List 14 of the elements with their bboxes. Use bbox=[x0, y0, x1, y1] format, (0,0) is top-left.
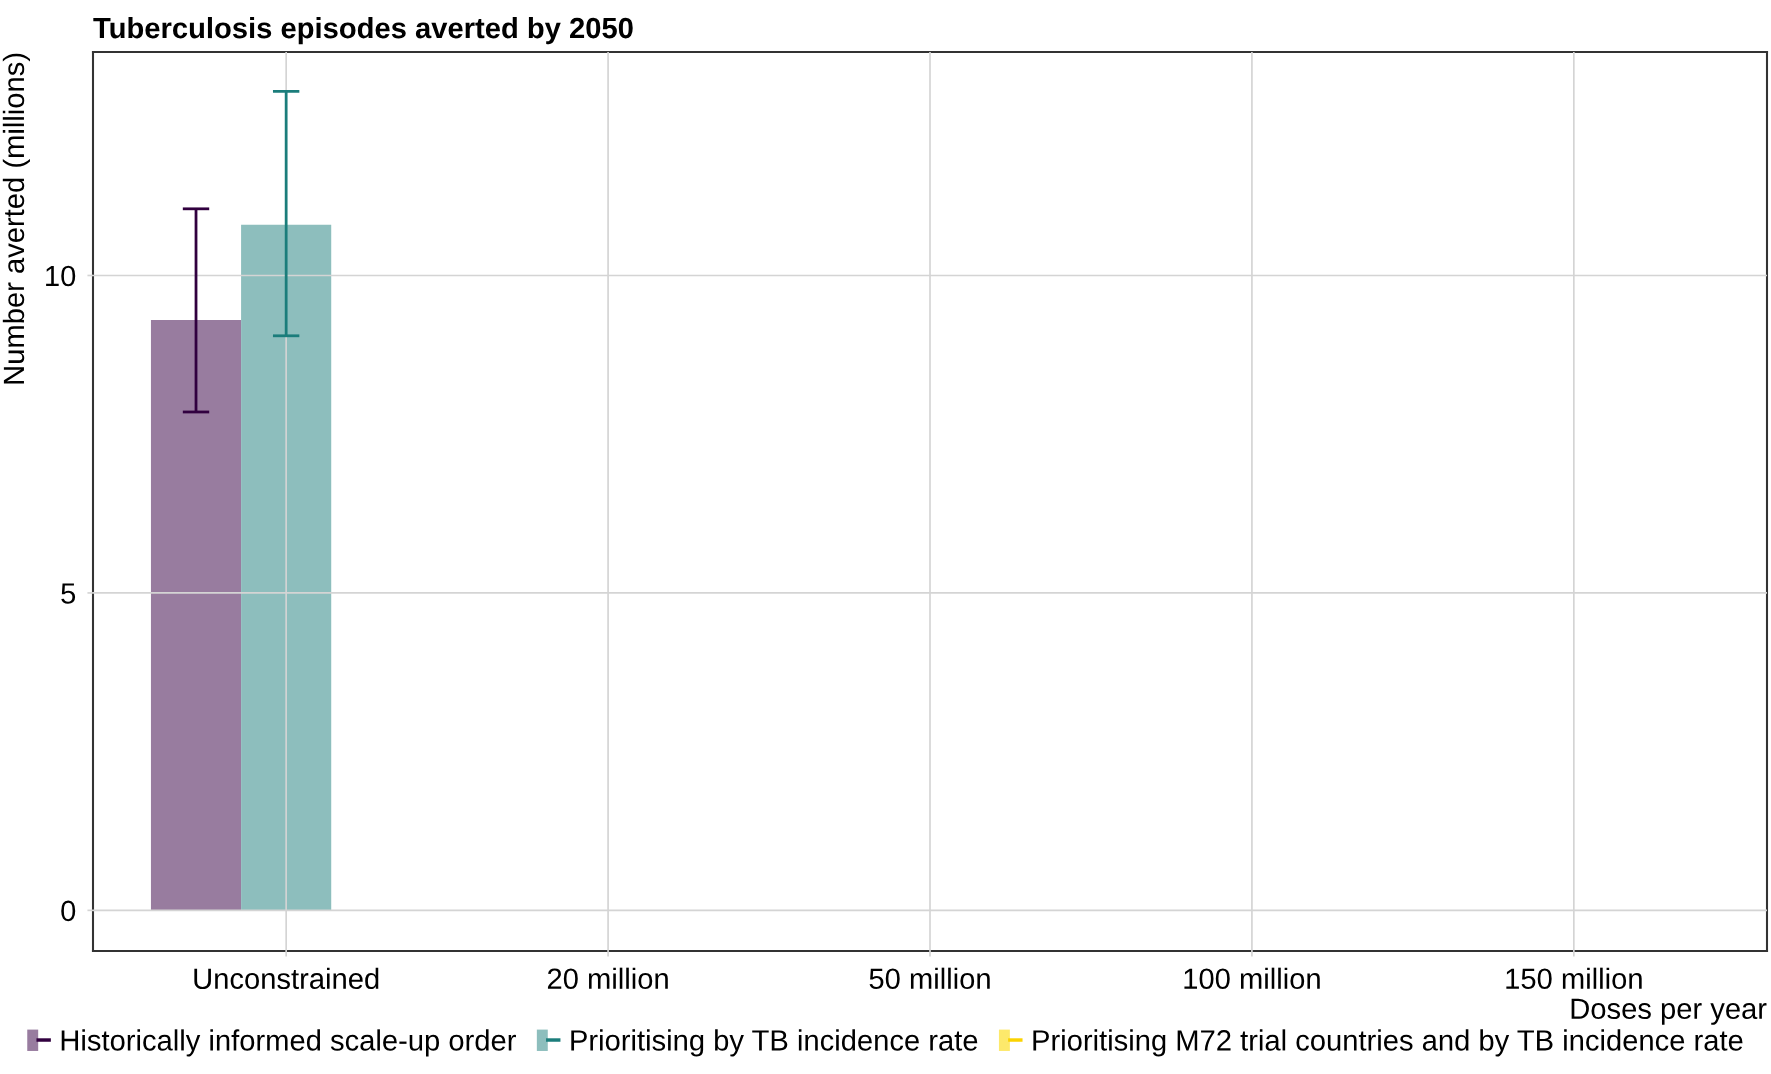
legend-label: Prioritising M72 trial countries and by TB incidence rate bbox=[1033, 1029, 1743, 1057]
chart-title: Tuberculosis episodes averted by 2050 bbox=[93, 16, 633, 45]
x-tick-label: 100 million bbox=[1184, 967, 1320, 990]
y-tick-label: 0 bbox=[61, 900, 76, 922]
y-tick-label: 5 bbox=[61, 583, 76, 604]
x-tick-label: 50 million bbox=[869, 967, 990, 990]
x-axis-title: Doses per year bbox=[1571, 998, 1767, 1025]
y-axis-title: Number averted (millions) bbox=[2, 53, 30, 384]
legend-label: Prioritising by TB incidence rate bbox=[571, 1029, 978, 1057]
x-tick-label: 150 million bbox=[1506, 967, 1642, 990]
x-tick-label: 20 million bbox=[547, 967, 668, 990]
legend-label: Historically informed scale-up order bbox=[61, 1029, 516, 1057]
x-tick-label: Unconstrained bbox=[194, 967, 379, 990]
y-tick-label: 10 bbox=[46, 265, 76, 287]
